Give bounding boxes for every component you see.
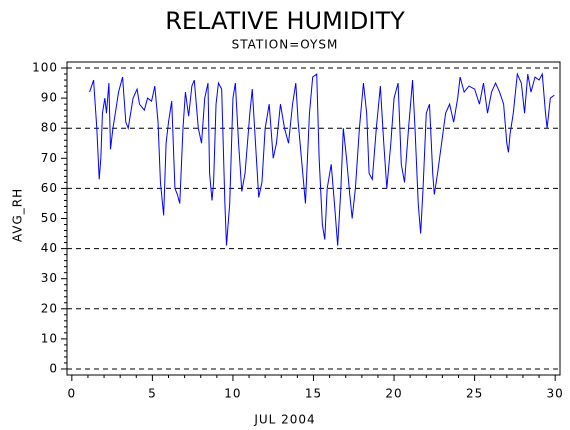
y-tick-label: 70 bbox=[41, 151, 58, 165]
chart-title: RELATIVE HUMIDITY bbox=[165, 7, 405, 35]
y-tick-label: 10 bbox=[41, 331, 58, 345]
y-tick-label: 90 bbox=[41, 91, 58, 105]
x-tick-label: 30 bbox=[547, 387, 564, 401]
data-line bbox=[89, 72, 555, 246]
y-tick-label: 100 bbox=[32, 61, 58, 75]
y-tick-label: 80 bbox=[41, 121, 58, 135]
x-tick-label: 0 bbox=[68, 387, 77, 401]
y-tick-label: 40 bbox=[41, 241, 58, 255]
x-tick-label: 5 bbox=[148, 387, 157, 401]
y-axis-label: AVG_RH bbox=[11, 188, 25, 242]
y-tick-label: 20 bbox=[41, 301, 58, 315]
x-tick-label: 25 bbox=[466, 387, 483, 401]
y-tick-label: 30 bbox=[41, 271, 58, 285]
chart-subtitle: STATION=OYSM bbox=[232, 38, 339, 52]
y-tick-label: 0 bbox=[49, 361, 58, 375]
x-tick-label: 10 bbox=[224, 387, 241, 401]
x-axis-label: JUL 2004 bbox=[253, 413, 315, 427]
plot-frame bbox=[66, 61, 561, 376]
x-tick-label: 15 bbox=[305, 387, 322, 401]
y-tick-label: 50 bbox=[41, 211, 58, 225]
x-tick-label: 20 bbox=[385, 387, 402, 401]
y-tick-label: 60 bbox=[41, 181, 58, 195]
